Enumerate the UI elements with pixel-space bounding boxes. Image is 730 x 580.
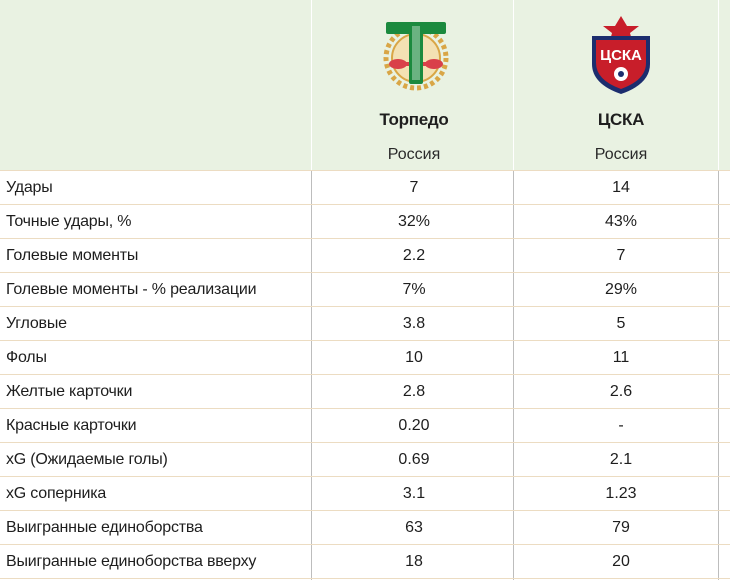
torpedo-logo-icon bbox=[383, 22, 449, 91]
stat-value-cska: 5 bbox=[616, 315, 626, 332]
header-divider bbox=[718, 0, 719, 170]
stat-value-torpedo: 3.8 bbox=[402, 315, 426, 332]
table-row: Выигранные единоборства 63 79 bbox=[0, 511, 730, 545]
column-divider bbox=[311, 170, 312, 580]
stat-label: xG (Ожидаемые голы) bbox=[6, 451, 168, 468]
table-row: Выигранные единоборства вверху 18 20 bbox=[0, 545, 730, 579]
table-row: xG соперника 3.1 1.23 bbox=[0, 477, 730, 511]
stat-value-cska: 14 bbox=[612, 179, 630, 196]
stat-value-torpedo: 32% bbox=[397, 213, 431, 230]
stat-label: Фолы bbox=[6, 349, 47, 366]
stat-value-cska: 79 bbox=[612, 519, 630, 536]
stat-value-cska: 7 bbox=[616, 247, 626, 264]
table-row: Красные карточки 0.20 - bbox=[0, 409, 730, 443]
table-row: Голевые моменты - % реализации 7% 29% bbox=[0, 273, 730, 307]
stat-label: Красные карточки bbox=[6, 417, 137, 434]
team-name-torpedo: Торпедо bbox=[379, 110, 449, 129]
stat-label: Удары bbox=[6, 179, 53, 196]
table-row: Фолы 10 11 bbox=[0, 341, 730, 375]
stat-value-cska: 11 bbox=[612, 349, 630, 366]
table-row: Голевые моменты 2.2 7 bbox=[0, 239, 730, 273]
stat-value-torpedo: 3.1 bbox=[402, 485, 426, 502]
stat-value-torpedo: 18 bbox=[405, 553, 423, 570]
stat-label: Выигранные единоборства bbox=[6, 519, 203, 536]
stat-value-cska: 29% bbox=[604, 281, 638, 298]
stat-value-cska: 2.6 bbox=[609, 383, 633, 400]
stat-value-torpedo: 7 bbox=[409, 179, 419, 196]
column-divider bbox=[513, 170, 514, 580]
stat-label: Точные удары, % bbox=[6, 213, 132, 230]
stat-value-torpedo: 2.2 bbox=[402, 247, 426, 264]
stat-value-cska: 43% bbox=[604, 213, 638, 230]
header-divider bbox=[513, 0, 514, 170]
stat-value-torpedo: 0.20 bbox=[398, 417, 430, 434]
stats-table: Удары 7 14 Точные удары, % 32% 43% Голев… bbox=[0, 170, 730, 579]
stat-label: xG соперника bbox=[6, 485, 107, 502]
stat-value-torpedo: 10 bbox=[405, 349, 423, 366]
stat-label: Выигранные единоборства вверху bbox=[6, 553, 257, 570]
stat-value-torpedo: 63 bbox=[405, 519, 423, 536]
stat-value-torpedo: 7% bbox=[402, 281, 426, 298]
stat-value-cska: - bbox=[618, 417, 624, 434]
stat-label: Голевые моменты - % реализации bbox=[6, 281, 257, 298]
stat-label: Голевые моменты bbox=[6, 247, 139, 264]
stat-value-cska: 2.1 bbox=[609, 451, 633, 468]
team-country-torpedo: Россия bbox=[387, 146, 441, 163]
table-row: xG (Ожидаемые голы) 0.69 2.1 bbox=[0, 443, 730, 477]
table-row: Угловые 3.8 5 bbox=[0, 307, 730, 341]
stat-value-cska: 20 bbox=[612, 553, 630, 570]
table-row: Желтые карточки 2.8 2.6 bbox=[0, 375, 730, 409]
table-row: Точные удары, % 32% 43% bbox=[0, 205, 730, 239]
team-name-cska: ЦСКА bbox=[597, 110, 645, 129]
cska-logo-text: ЦСКА bbox=[600, 47, 642, 64]
header-banner: ЦСКА Торпедо Россия ЦСКА Россия bbox=[0, 0, 730, 170]
header-divider bbox=[311, 0, 312, 170]
table-row: Удары 7 14 bbox=[0, 170, 730, 205]
team-country-cska: Россия bbox=[594, 146, 648, 163]
stat-value-cska: 1.23 bbox=[605, 485, 637, 502]
cska-logo-icon: ЦСКА bbox=[592, 16, 650, 94]
stat-value-torpedo: 0.69 bbox=[398, 451, 430, 468]
stat-label: Угловые bbox=[6, 315, 67, 332]
stat-value-torpedo: 2.8 bbox=[402, 383, 426, 400]
column-divider bbox=[718, 170, 719, 580]
stat-label: Желтые карточки bbox=[6, 383, 133, 400]
